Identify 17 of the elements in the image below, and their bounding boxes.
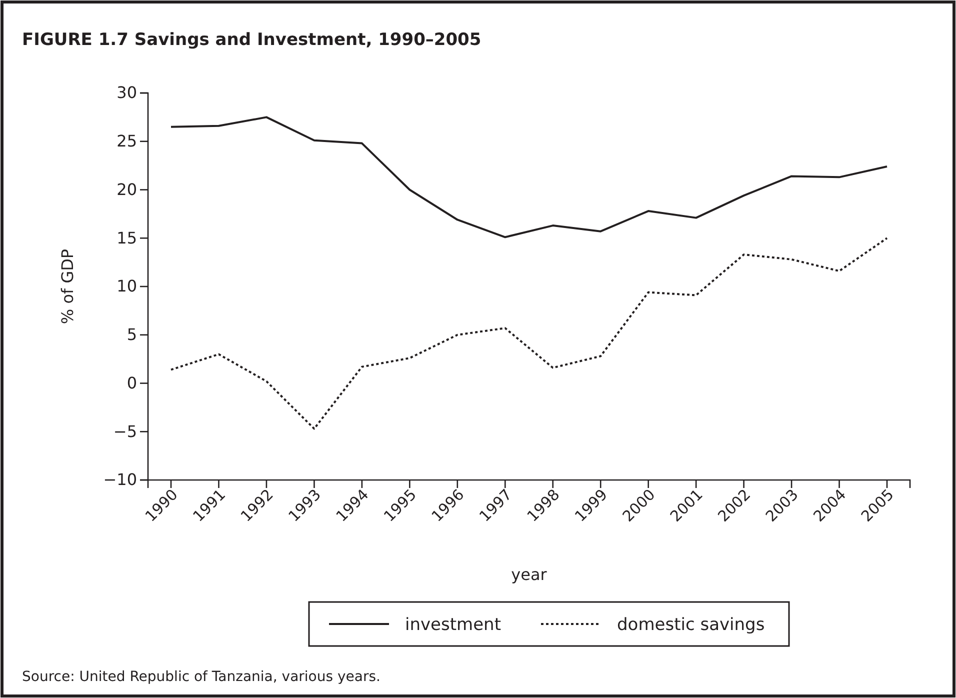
legend-label: investment — [405, 615, 502, 635]
y-tick-label: 15 — [116, 228, 137, 248]
y-tick-label: 0 — [126, 373, 137, 392]
y-tick-label: 5 — [126, 324, 137, 344]
y-tick-label: −5 — [113, 422, 137, 441]
y-tick-label: −10 — [103, 470, 137, 490]
y-tick-label: 10 — [116, 276, 137, 296]
x-axis-title: year — [511, 565, 548, 584]
y-axis-title: % of GDP — [58, 248, 77, 324]
source-note: Source: United Republic of Tanzania, various years. — [22, 669, 380, 685]
y-tick-label: 25 — [116, 131, 137, 150]
y-tick-label: 20 — [116, 180, 137, 199]
y-tick-label: 30 — [116, 83, 137, 102]
legend-label: domestic savings — [617, 615, 765, 635]
line-series — [170, 237, 888, 430]
line-series — [170, 116, 888, 238]
chart-title: FIGURE 1.7 Savings and Investment, 1990–2005 — [22, 30, 482, 50]
